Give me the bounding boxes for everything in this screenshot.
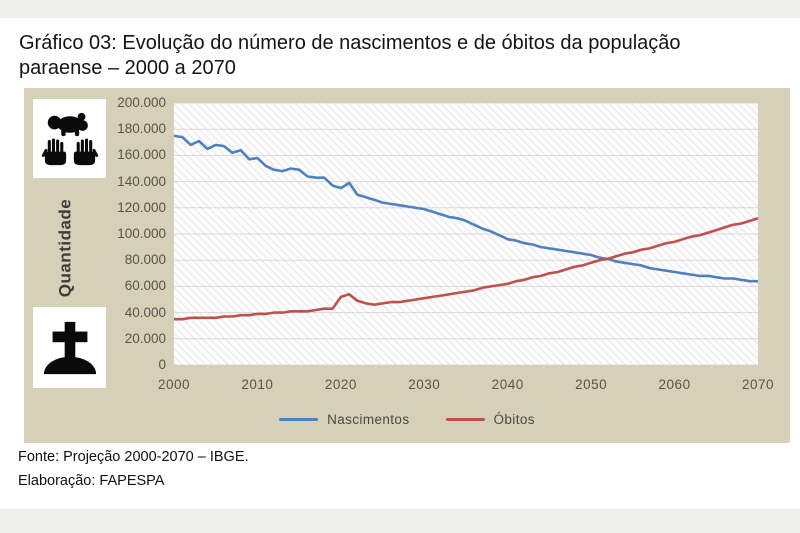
page-title: Gráfico 03: Evolução do número de nascim… [19,31,779,81]
legend-swatch-obitos [445,417,485,422]
y-axis-tick-label: 40.000 [124,304,166,320]
plot-area [174,103,758,365]
series-line-nascimentos [174,134,758,283]
x-axis: 2000 2010 2020 2030 2040 2050 2060 2070 [158,377,774,395]
birth-icon-box [33,99,106,178]
y-axis-tick-label: 60.000 [124,278,166,294]
x-axis-tick-label: 2050 [575,377,608,392]
y-axis: 200.000 180.000 160.000 140.000 120.000 100.0… [24,95,166,372]
page-title-line-2: paraense – 2000 a 2070 [19,57,236,79]
x-axis-tick-label: 2030 [408,377,441,392]
baby-in-hands-icon [41,112,98,165]
x-axis-tick-label: 2000 [157,377,191,392]
x-axis-tick-label: 2020 [324,377,357,392]
footer-elaboration-line: Elaboração: FAPESPA [18,473,165,489]
y-axis-tick-label: 200.000 [117,95,166,110]
x-axis-tick-label: 2070 [741,377,775,392]
bottom-bar [0,509,800,533]
grave-cross-icon [43,321,96,374]
legend-item-nascimentos: Nascimentos [279,412,409,427]
y-axis-tick-label: 160.000 [117,147,166,163]
legend-item-obitos: Óbitos [445,412,535,427]
y-axis-tick-label: 180.000 [117,121,166,137]
y-axis-tick-label: 140.000 [117,173,166,189]
top-bar [0,0,800,18]
y-axis-tick-label: 100.000 [117,226,166,241]
x-axis-tick-label: 2060 [658,377,691,392]
death-icon-box [33,307,106,388]
legend-label-obitos: Óbitos [493,412,535,427]
x-axis-tick-label: 2010 [241,377,274,392]
footer-source-line: Fonte: Projeção 2000-2070 – IBGE. [18,449,249,465]
legend-swatch-nascimentos [279,417,319,422]
legend-label-nascimentos: Nascimentos [327,412,410,427]
line-chart [174,103,758,365]
x-axis-tick-label: 2040 [491,377,524,392]
legend: Nascimentos Óbitos [24,412,790,427]
y-axis-tick-label: 80.000 [124,252,166,268]
y-axis-tick-label: 0 [158,357,166,372]
y-axis-tick-label: 120.000 [117,199,166,215]
series-line-obitos [174,217,758,321]
chart-panel: Quantidade 200.000 180.000 160.000 140.000 1… [24,88,790,443]
y-axis-tick-label: 20.000 [124,330,166,346]
page-title-line-1: Gráfico 03: Evolução do número de nascim… [19,32,681,54]
